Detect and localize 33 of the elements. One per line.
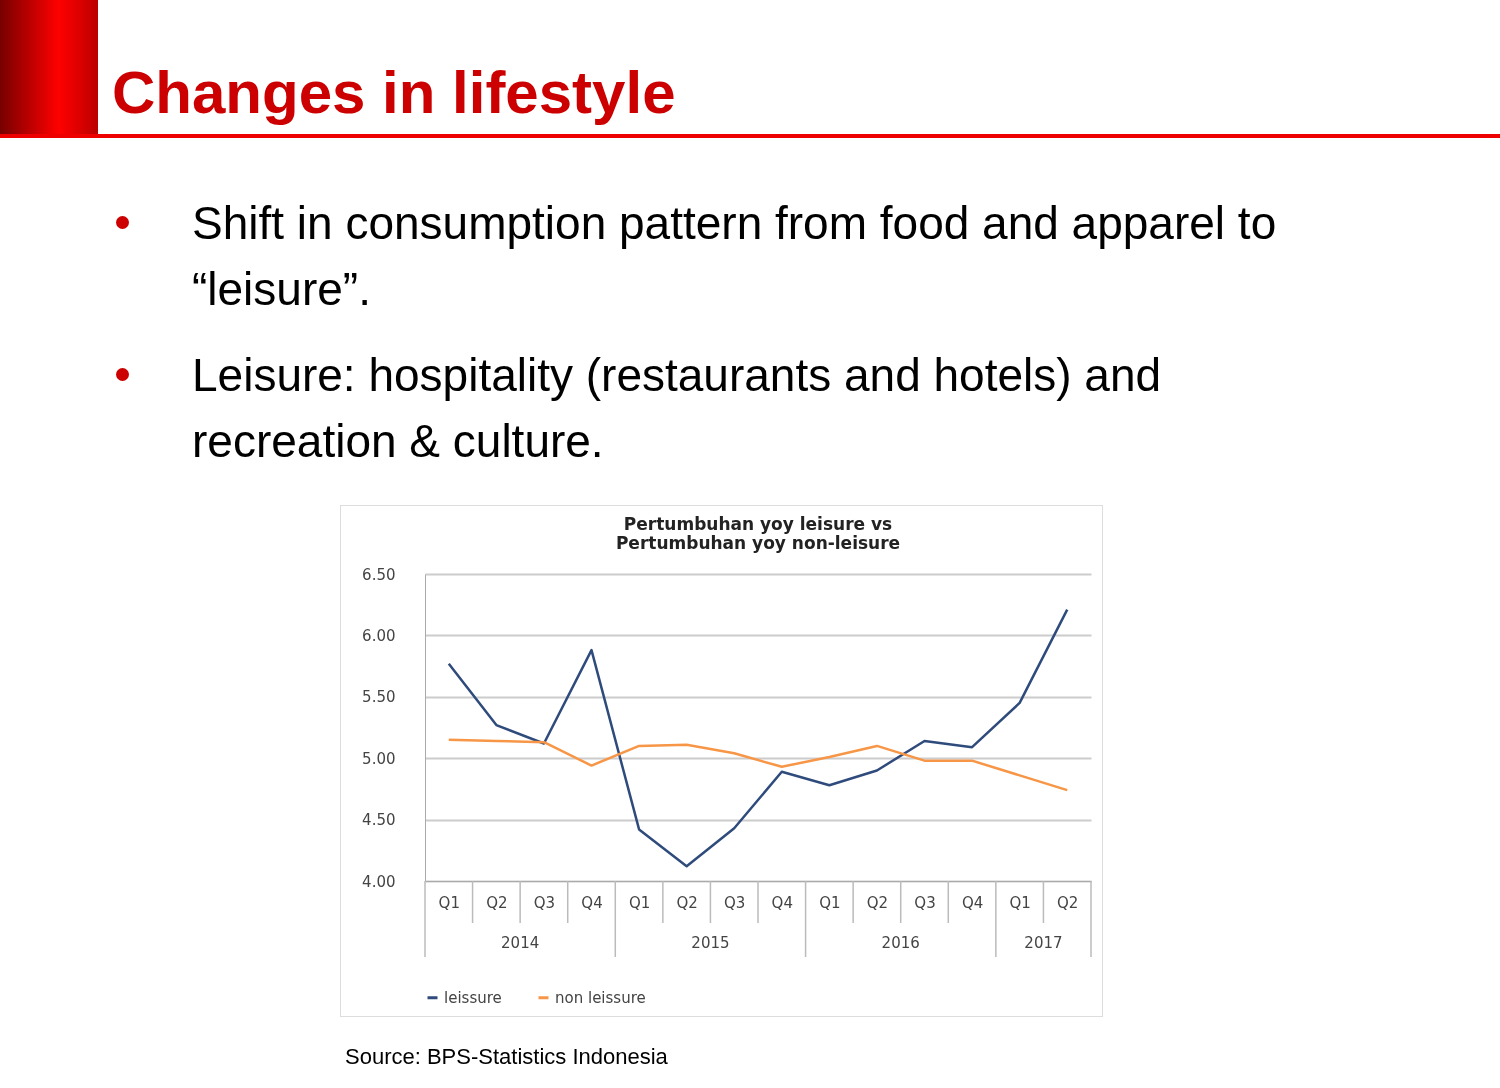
x-tick-label: Q1: [1009, 893, 1031, 912]
x-tick-label: Q2: [676, 893, 698, 912]
text: 2017: [1024, 934, 1063, 952]
line-series: [447, 608, 1069, 868]
x-tick-label: Q3: [914, 893, 936, 912]
text: 2015: [691, 934, 730, 952]
x-tick-label: Q3: [724, 893, 746, 912]
x-tick-label: Q2: [1057, 893, 1079, 912]
x-tick-label: Q4: [961, 893, 984, 912]
x-tick-label: Q2: [486, 893, 508, 912]
chart-title: Changes in lifestyle: [112, 58, 676, 127]
y-tick-label: 5.50: [362, 688, 396, 707]
y-tick-label: 4.00: [362, 872, 396, 891]
x-tick-label: Q1: [819, 893, 841, 912]
y-tick-label: 5.00: [362, 749, 396, 768]
x-tick-label: Q3: [533, 893, 556, 912]
text: Shift in consumption pattern from food and apparel to “leisure”.: [191, 196, 1278, 317]
legend-label: non leissure: [555, 988, 646, 1007]
x-tick-label: Q1: [438, 893, 460, 912]
y-tick-label: 6.00: [362, 626, 396, 645]
line-series: [447, 738, 1069, 792]
x-tick-label: Q4: [771, 893, 793, 912]
y-tick-label: 6.50: [362, 565, 396, 584]
legend-label: leissure: [444, 988, 502, 1007]
text: 2016: [881, 934, 920, 952]
x-tick-label: Q2: [866, 893, 889, 912]
x-tick-label: Q1: [628, 893, 651, 912]
chart-subtitle: Pertumbuhan yoy leisure vs Pertumbuhan yoy non-leisure: [615, 514, 901, 553]
source-note: Source: BPS-Statistics Indonesia: [345, 1044, 668, 1070]
text: 2014: [501, 934, 540, 952]
text: Leisure: hospitality (restaurants and hotels) and recreation & culture.: [191, 348, 1163, 469]
y-tick-label: 4.50: [362, 811, 396, 830]
x-tick-label: Q4: [581, 893, 603, 912]
